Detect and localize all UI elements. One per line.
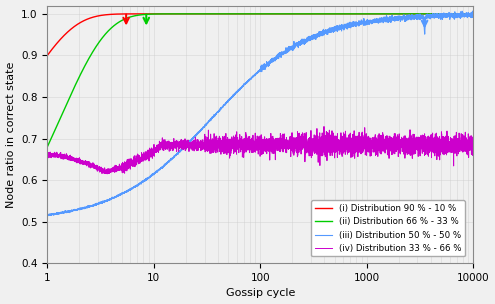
(ii) Distribution 66 % - 33 % <box>395 12 400 16</box>
(ii) Distribution 66 % - 33 % <box>207 12 213 16</box>
(i) Distribution 90 % - 10 % <box>470 12 476 16</box>
(ii) Distribution 66 % - 33 % <box>122 17 128 21</box>
(iii) Distribution 50 % - 50 % <box>470 14 476 18</box>
(ii) Distribution 66 % - 33 % <box>300 12 306 16</box>
(iii) Distribution 50 % - 50 % <box>470 9 476 13</box>
(iii) Distribution 50 % - 50 % <box>395 17 400 21</box>
(iii) Distribution 50 % - 50 % <box>362 22 368 25</box>
(iii) Distribution 50 % - 50 % <box>45 213 50 216</box>
(i) Distribution 90 % - 10 % <box>192 12 198 16</box>
(i) Distribution 90 % - 10 % <box>122 12 128 16</box>
Line: (iii) Distribution 50 % - 50 %: (iii) Distribution 50 % - 50 % <box>48 11 473 216</box>
(i) Distribution 90 % - 10 % <box>300 12 306 16</box>
(i) Distribution 90 % - 10 % <box>45 54 50 57</box>
Y-axis label: Node ratio in correct state: Node ratio in correct state <box>5 61 15 208</box>
(iv) Distribution 33 % - 66 % <box>321 125 327 128</box>
(ii) Distribution 66 % - 33 % <box>470 12 476 16</box>
(iv) Distribution 33 % - 66 % <box>395 137 400 141</box>
(iii) Distribution 50 % - 50 % <box>46 214 51 217</box>
(ii) Distribution 66 % - 33 % <box>45 145 50 149</box>
Line: (i) Distribution 90 % - 10 %: (i) Distribution 90 % - 10 % <box>48 14 473 55</box>
Legend: (i) Distribution 90 % - 10 %, (ii) Distribution 66 % - 33 %, (iii) Distribution : (i) Distribution 90 % - 10 %, (ii) Distr… <box>311 200 465 256</box>
(iv) Distribution 33 % - 66 % <box>207 137 213 141</box>
(i) Distribution 90 % - 10 % <box>362 12 368 16</box>
Line: (ii) Distribution 66 % - 33 %: (ii) Distribution 66 % - 33 % <box>48 14 473 147</box>
(iii) Distribution 50 % - 50 % <box>122 190 128 193</box>
(iii) Distribution 50 % - 50 % <box>207 117 213 121</box>
Line: (iv) Distribution 33 % - 66 %: (iv) Distribution 33 % - 66 % <box>48 126 473 174</box>
(iv) Distribution 33 % - 66 % <box>362 141 368 145</box>
(ii) Distribution 66 % - 33 % <box>321 12 327 16</box>
(i) Distribution 90 % - 10 % <box>395 12 400 16</box>
(ii) Distribution 66 % - 33 % <box>362 12 368 16</box>
(iii) Distribution 50 % - 50 % <box>300 40 306 44</box>
(iv) Distribution 33 % - 66 % <box>300 132 306 135</box>
(iv) Distribution 33 % - 66 % <box>104 172 110 176</box>
(ii) Distribution 66 % - 33 % <box>225 12 231 16</box>
X-axis label: Gossip cycle: Gossip cycle <box>226 288 295 299</box>
(i) Distribution 90 % - 10 % <box>207 12 213 16</box>
(iv) Distribution 33 % - 66 % <box>470 140 476 143</box>
(i) Distribution 90 % - 10 % <box>321 12 327 16</box>
(iv) Distribution 33 % - 66 % <box>122 166 128 170</box>
(iii) Distribution 50 % - 50 % <box>321 30 327 33</box>
(iv) Distribution 33 % - 66 % <box>45 154 50 157</box>
(iv) Distribution 33 % - 66 % <box>321 148 327 152</box>
